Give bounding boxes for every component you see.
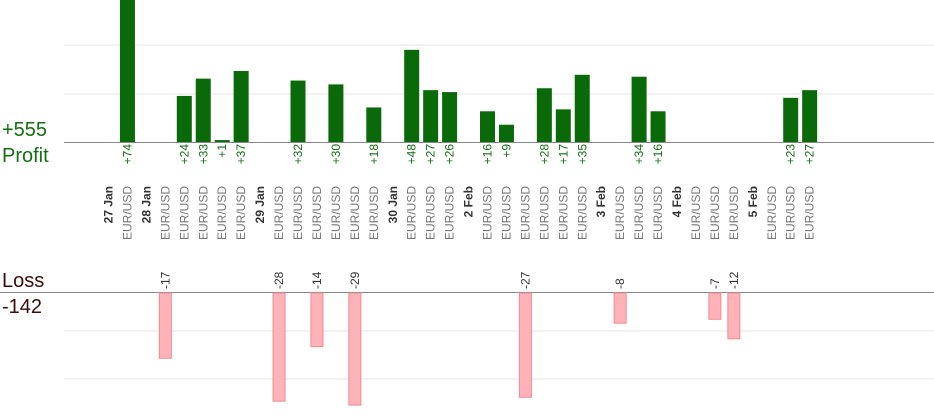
- profit-value-label: +28: [537, 144, 551, 165]
- pair-label: EUR/USD: [329, 186, 343, 240]
- profit-total: +555: [2, 119, 48, 141]
- loss-total: -142: [2, 296, 43, 318]
- profit-value-label: +32: [291, 144, 305, 165]
- loss-bar: [310, 292, 324, 348]
- pair-label: EUR/USD: [651, 186, 665, 240]
- date-label: 29 Jan: [253, 186, 267, 223]
- profit-value-label: +18: [367, 144, 381, 165]
- loss-bar: [727, 292, 741, 340]
- profit-bar: [290, 80, 306, 142]
- pair-label: EUR/USD: [537, 186, 551, 240]
- pair-label: EUR/USD: [405, 186, 419, 240]
- profit-bar: [214, 140, 230, 142]
- profit-bar: [650, 111, 666, 142]
- pair-label: EUR/USD: [556, 186, 570, 240]
- profit-bar: [366, 107, 382, 142]
- profit-bar: [574, 74, 590, 142]
- date-label: 3 Feb: [594, 186, 608, 217]
- profit-value-label: +27: [803, 144, 817, 165]
- profit-value-label: +74: [120, 144, 134, 165]
- profit-bar: [802, 90, 818, 142]
- profit-bar: [328, 84, 344, 142]
- profit-value-label: +37: [234, 144, 248, 165]
- loss-bar: [348, 292, 362, 406]
- pair-label: EUR/USD: [499, 186, 513, 240]
- pair-label: EUR/USD: [215, 186, 229, 240]
- loss-bar: [613, 292, 627, 324]
- pair-label: EUR/USD: [234, 186, 248, 240]
- pair-label: EUR/USD: [177, 186, 191, 240]
- pair-label: EUR/USD: [518, 186, 532, 240]
- loss-value-label: -27: [518, 271, 532, 289]
- profit-value-label: +26: [443, 144, 457, 165]
- profit-value-label: +23: [784, 144, 798, 165]
- profit-bar: [176, 95, 192, 142]
- profit-value-label: +34: [632, 144, 646, 165]
- profit-bar: [555, 109, 571, 142]
- profit-label: Profit: [2, 145, 49, 167]
- profit-bar: [536, 88, 552, 142]
- loss-value-label: -7: [708, 278, 722, 289]
- profit-value-label: +48: [405, 144, 419, 165]
- profit-bar: [119, 0, 135, 143]
- pair-label: EUR/USD: [196, 186, 210, 240]
- profit-bar: [442, 92, 458, 142]
- profit-bar: [480, 111, 495, 142]
- profit-value-label: +35: [575, 144, 589, 165]
- loss-bar: [158, 292, 172, 359]
- pair-label: EUR/USD: [765, 186, 779, 240]
- pair-label: EUR/USD: [613, 186, 627, 240]
- pair-label: EUR/USD: [367, 186, 381, 240]
- loss-value-label: -14: [310, 271, 324, 289]
- loss-bar: [518, 292, 532, 398]
- pair-label: EUR/USD: [784, 186, 798, 240]
- loss-label: Loss: [2, 270, 45, 292]
- date-label: 2 Feb: [462, 186, 476, 217]
- date-label: 28 Jan: [139, 186, 153, 223]
- pair-label: EUR/USD: [120, 186, 134, 240]
- pair-label: EUR/USD: [291, 186, 305, 240]
- profit-value-label: +30: [329, 144, 343, 165]
- pair-label: EUR/USD: [689, 186, 703, 240]
- pair-label: EUR/USD: [158, 186, 172, 240]
- pair-label: EUR/USD: [272, 186, 286, 240]
- date-label: 27 Jan: [102, 186, 116, 223]
- date-label: 5 Feb: [746, 186, 760, 217]
- loss-value-label: -28: [272, 271, 286, 289]
- profit-bar: [783, 97, 799, 142]
- pair-label: EUR/USD: [348, 186, 362, 240]
- profit-value-label: +33: [196, 144, 210, 165]
- profit-bar: [498, 124, 514, 142]
- date-label: 30 Jan: [386, 186, 400, 223]
- loss-bar: [272, 292, 286, 402]
- profit-bar: [233, 70, 249, 142]
- profit-bar: [195, 78, 211, 142]
- loss-value-label: -29: [348, 271, 362, 289]
- pair-label: EUR/USD: [481, 186, 495, 240]
- profit-bar: [631, 76, 647, 142]
- profit-value-label: +24: [177, 144, 191, 165]
- profit-value-label: +17: [556, 144, 570, 165]
- profit-value-label: +16: [481, 144, 495, 165]
- pair-label: EUR/USD: [803, 186, 817, 240]
- pair-label: EUR/USD: [575, 186, 589, 240]
- profit-value-label: +9: [499, 144, 513, 158]
- profit-value-label: +16: [651, 144, 665, 165]
- loss-value-label: -8: [613, 278, 627, 289]
- pair-label: EUR/USD: [708, 186, 722, 240]
- loss-bar: [708, 292, 722, 320]
- profit-value-label: +1: [215, 144, 229, 158]
- profit-bar: [423, 90, 439, 142]
- profit-bar: [404, 49, 420, 143]
- date-label: 4 Feb: [670, 186, 684, 217]
- pair-label: EUR/USD: [424, 186, 438, 240]
- pair-label: EUR/USD: [632, 186, 646, 240]
- pair-label: EUR/USD: [727, 186, 741, 240]
- pair-label: EUR/USD: [443, 186, 457, 240]
- profit-value-label: +27: [424, 144, 438, 165]
- pair-label: EUR/USD: [310, 186, 324, 240]
- loss-value-label: -17: [158, 271, 172, 289]
- loss-value-label: -12: [727, 271, 741, 289]
